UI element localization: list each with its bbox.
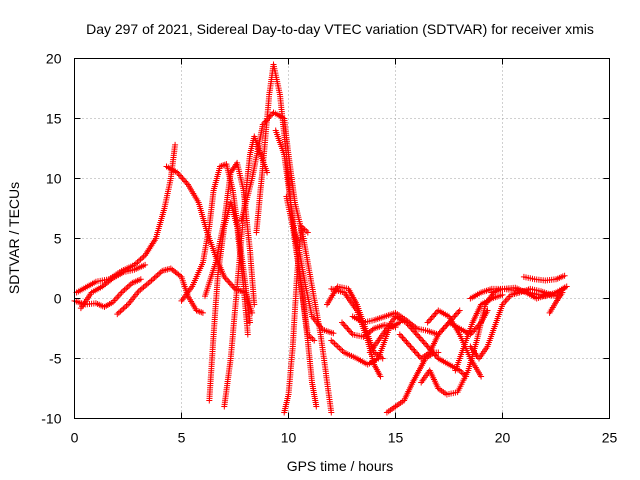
series-arc-24: [418, 289, 497, 398]
y-tick-label: 15: [46, 111, 62, 127]
data-point-markers: [238, 109, 335, 416]
y-axis-label: SDTVAR / TECUs: [6, 182, 22, 294]
grid: [74, 58, 610, 419]
chart-title: Day 297 of 2021, Sidereal Day-to-day VTE…: [86, 21, 594, 37]
x-tick-label: 25: [602, 430, 618, 446]
series-arc-21: [383, 349, 442, 416]
series-arc-25: [452, 291, 506, 374]
series-arc-2: [77, 261, 149, 312]
series-arc-11: [238, 109, 335, 416]
y-tick-label: -5: [49, 351, 62, 367]
y-tick-label: -10: [41, 411, 61, 427]
data-point-markers: [281, 223, 311, 416]
axis-ticks: 0 5 10 15 20 25 -10 -5 0 5 10 15 20: [41, 51, 617, 446]
y-tick-label: 20: [46, 51, 62, 67]
y-tick-label: 5: [54, 231, 62, 247]
x-tick-label: 20: [495, 430, 511, 446]
x-tick-label: 5: [178, 430, 186, 446]
x-tick-label: 10: [281, 430, 297, 446]
data-point-markers: [520, 272, 568, 284]
data-point-markers: [452, 291, 506, 374]
data-series: [71, 61, 570, 416]
data-point-markers: [488, 284, 568, 302]
series-arc-28: [488, 284, 568, 302]
series-arc-30: [546, 289, 566, 316]
y-tick-label: 0: [54, 291, 62, 307]
x-axis-label: GPS time / hours: [287, 458, 394, 474]
y-tick-label: 10: [46, 171, 62, 187]
data-point-markers: [418, 289, 497, 398]
data-point-markers: [383, 349, 442, 416]
x-tick-label: 0: [71, 430, 79, 446]
data-point-markers: [546, 289, 566, 316]
series-arc-29: [520, 272, 568, 284]
series-arc-14: [281, 223, 311, 416]
x-tick-label: 15: [388, 430, 404, 446]
data-point-markers: [77, 261, 149, 312]
